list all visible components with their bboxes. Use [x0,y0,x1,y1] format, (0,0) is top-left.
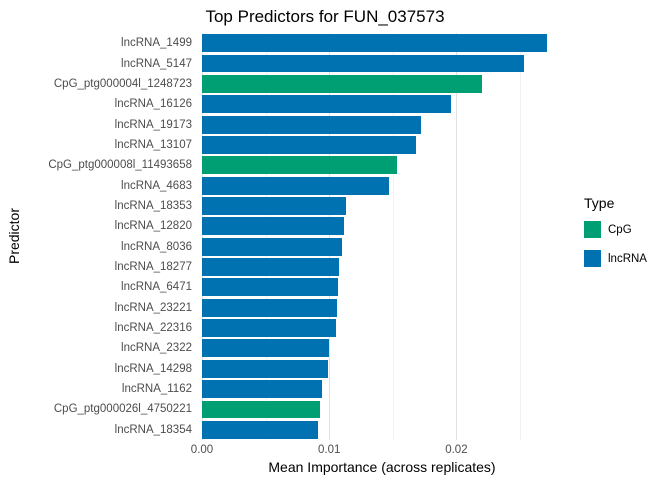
gridline-minor [520,33,522,440]
y-tick-label-lncRNA_2322: lncRNA_2322 [121,342,192,355]
bar-lncRNA_1499 [202,34,547,53]
legend-label-CpG: CpG [608,223,632,236]
bar-lncRNA_1162 [202,380,322,399]
x-axis-title: Mean Importance (across replicates) [268,459,496,475]
legend-label-lncRNA: lncRNA [608,252,647,265]
y-tick-label-CpG_ptg000026l_4750221: CpG_ptg000026l_4750221 [53,403,192,416]
y-tick-label-lncRNA_18277: lncRNA_18277 [114,261,192,274]
bar-lncRNA_5147 [202,54,524,73]
bar-lncRNA_4683 [202,176,389,195]
bar-lncRNA_23221 [202,298,337,317]
gridline-major [202,33,203,440]
y-tick-label-lncRNA_8036: lncRNA_8036 [121,240,192,253]
bar-lncRNA_22316 [202,319,336,338]
legend-swatch-CpG [584,221,601,238]
legend-swatch-lncRNA [584,250,601,267]
legend: Type CpG lncRNA [584,195,647,279]
bar-CpG_ptg000026l_4750221 [202,400,321,419]
x-axis-tick-labels: 0.00 0.01 0.02 [191,444,562,458]
gridline-major [456,33,458,440]
bar-lncRNA_12820 [202,217,345,236]
y-tick-label-lncRNA_18354: lncRNA_18354 [114,423,192,436]
y-tick-label-lncRNA_14298: lncRNA_14298 [114,362,192,375]
y-tick-label-lncRNA_12820: lncRNA_12820 [114,220,192,233]
gridline-major [329,33,331,440]
y-tick-label-lncRNA_22316: lncRNA_22316 [114,322,192,335]
y-tick-label-lncRNA_4683: lncRNA_4683 [121,179,192,192]
y-tick-label-lncRNA_1499: lncRNA_1499 [121,37,192,50]
bar-lncRNA_18353 [202,197,346,215]
bar-lncRNA_13107 [202,135,416,154]
y-tick-label-lncRNA_23221: lncRNA_23221 [114,301,192,314]
legend-entries: CpG lncRNA [584,221,647,267]
bar-lncRNA_16126 [202,95,452,114]
plot-panel [202,33,562,440]
gridline-minor [392,33,394,440]
bar-lncRNA_19173 [202,115,421,134]
x-tick-label-0.02: 0.02 [445,444,468,456]
bar-lncRNA_18277 [202,258,340,276]
y-axis-tick-labels: lncRNA_1499 lncRNA_5147 CpG_ptg000004l_124… [0,33,197,440]
bar-lncRNA_6471 [202,278,339,297]
legend-title: Type [584,195,615,211]
y-tick-label-lncRNA_18353: lncRNA_18353 [114,199,192,212]
bar-lncRNA_18354 [202,420,318,439]
x-tick-label-0.01: 0.01 [318,444,341,456]
bar-lncRNA_14298 [202,359,328,378]
y-tick-label-lncRNA_19173: lncRNA_19173 [114,118,192,131]
bar-lncRNA_2322 [202,339,330,358]
legend-entry-CpG: CpG [584,221,647,238]
y-tick-label-CpG_ptg000008l_11493658: CpG_ptg000008l_11493658 [48,159,192,172]
chart-title: Top Predictors for FUN_037573 [205,7,445,26]
y-tick-label-lncRNA_13107: lncRNA_13107 [114,138,192,151]
gridline-minor [265,33,267,440]
y-tick-label-lncRNA_5147: lncRNA_5147 [121,57,192,70]
y-tick-label-lncRNA_16126: lncRNA_16126 [114,98,192,111]
x-tick-label-0.00: 0.00 [190,444,214,456]
y-tick-label-lncRNA_1162: lncRNA_1162 [121,383,192,396]
bar-lncRNA_8036 [202,237,342,256]
y-tick-label-CpG_ptg000004l_1248723: CpG_ptg000004l_1248723 [53,77,192,90]
legend-entry-lncRNA: lncRNA [584,250,647,267]
bar-CpG_ptg000008l_11493658 [202,156,397,175]
y-tick-label-lncRNA_6471: lncRNA_6471 [121,281,192,294]
bar-CpG_ptg000004l_1248723 [202,74,482,93]
